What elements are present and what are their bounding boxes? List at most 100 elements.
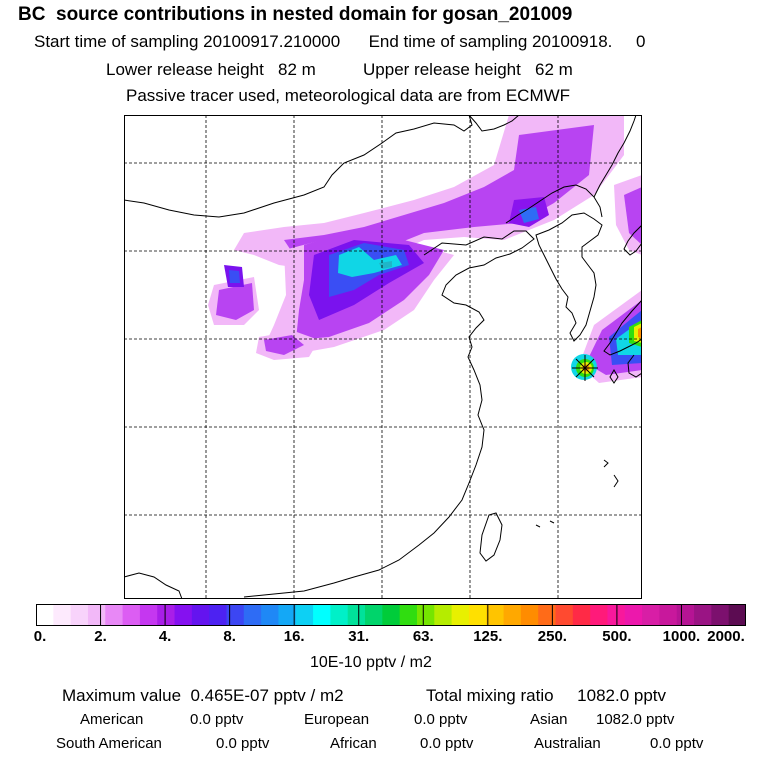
color-bar-tick-label: 500.: [602, 628, 632, 645]
island-small-2: [613, 474, 619, 488]
color-bar-cell: [538, 604, 557, 626]
color-bar-cell: [416, 604, 435, 626]
total-mixing-ratio: Total mixing ratio 1082.0 pptv: [426, 686, 667, 705]
island-east: [609, 368, 619, 384]
color-bar-cell: [122, 604, 141, 626]
color-bar-cell: [503, 604, 522, 626]
upper-release-height: Upper release height 62 m: [363, 60, 573, 79]
sampling-times: Start time of sampling 20100917.210000 E…: [34, 32, 645, 52]
island-small-3: [535, 524, 541, 528]
asian-value: 1082.0 pptv: [596, 711, 675, 728]
plume-blue-west: [229, 270, 240, 283]
island-small-4: [549, 520, 555, 524]
color-bar-cell: [624, 604, 643, 626]
color-bar-cell: [659, 604, 678, 626]
south-american-value: 0.0 pptv: [216, 735, 270, 752]
color-bar-tick-label: 63.: [412, 628, 434, 645]
color-bar-cell: [590, 604, 609, 626]
lower-release-height: Lower release height 82 m: [106, 60, 316, 79]
color-bar-tick-label: 16.: [283, 628, 305, 645]
european-label: European: [304, 711, 370, 728]
color-bar-cell: [191, 604, 210, 626]
end-time: End time of sampling 20100918.: [368, 32, 613, 51]
color-bar-tick-label: 4.: [158, 628, 172, 645]
color-bar-cell: [261, 604, 280, 626]
color-bar-cell: [53, 604, 72, 626]
color-bar-cells: [36, 604, 746, 626]
start-time: Start time of sampling 20100917.210000: [34, 32, 341, 51]
color-bar-cell: [399, 604, 418, 626]
color-bar-cell: [226, 604, 245, 626]
color-bar-tick-label: 1000.: [662, 628, 701, 645]
color-bar-cell: [157, 604, 176, 626]
coastline-japan: [603, 299, 642, 356]
coastline-taiwan: [479, 512, 503, 562]
tracer-note: Passive tracer used, meteorological data…: [126, 86, 571, 105]
color-bar-cell: [365, 604, 383, 626]
coastline-china: [243, 230, 535, 598]
color-bar-cell: [451, 604, 470, 626]
plume-field: [208, 115, 642, 383]
color-bar-cell: [486, 604, 505, 626]
color-bar-cell: [70, 604, 89, 626]
color-bar-cell: [313, 604, 331, 626]
border-russia: [468, 115, 520, 132]
color-bar-tick-label: 8.: [223, 628, 236, 645]
color-bar-cell: [139, 604, 158, 626]
color-bar-units: 10E-10 pptv / m2: [310, 654, 432, 671]
plume-purple-west: [216, 283, 254, 320]
color-bar-cell: [520, 604, 539, 626]
coastline-korea: [535, 212, 603, 342]
color-bar-cell: [330, 604, 349, 626]
color-bar-tick-label: 125.: [473, 628, 503, 645]
color-bar-cell: [728, 604, 746, 626]
color-bar-cell: [87, 604, 106, 626]
coastline-kyushu: [627, 354, 642, 378]
australian-label: Australian: [534, 735, 601, 752]
european-value: 0.0 pptv: [414, 711, 468, 728]
color-bar-cell: [382, 604, 401, 626]
color-bar-cell: [642, 604, 661, 626]
coastlines: [124, 115, 642, 599]
release-heights: Lower release height 82 m Upper release …: [106, 60, 573, 80]
color-bar-tick-label: 250.: [537, 628, 567, 645]
color-bar-tick-label: 31.: [348, 628, 370, 645]
color-bar-tick-label: 0.: [33, 628, 47, 645]
color-bar-cell: [468, 604, 487, 626]
color-bar-cell: [694, 604, 712, 626]
receptor-star-marker: [572, 355, 598, 381]
south-american-label: South American: [56, 735, 162, 752]
color-bar-cell: [711, 604, 730, 626]
color-bar-cell: [209, 604, 228, 626]
american-label: American: [80, 711, 144, 728]
australian-value: 0.0 pptv: [650, 735, 704, 752]
lat-lon-grid: [124, 115, 642, 599]
map-panel: [124, 115, 642, 599]
border-russia-east: [593, 115, 637, 198]
color-bar-cell: [572, 604, 591, 626]
border-nk: [505, 184, 603, 224]
color-bar-cell: [278, 604, 297, 626]
african-label: African: [330, 735, 377, 752]
plume-purple-ne: [284, 125, 594, 260]
african-value: 0.0 pptv: [420, 735, 474, 752]
color-bar-tick-label: 2.: [94, 628, 107, 645]
color-bar-cell: [434, 604, 453, 626]
american-value: 0.0 pptv: [190, 711, 244, 728]
color-bar-cell: [676, 604, 695, 626]
color-bar-cell: [174, 604, 193, 626]
color-bar-tick-label: 2000.: [707, 628, 745, 645]
island-small: [603, 459, 609, 468]
border-mongolia: [124, 115, 473, 218]
plot-title: BC source contributions in nested domain…: [18, 4, 573, 25]
coastline-hainan: [124, 572, 183, 599]
color-bar: [36, 604, 746, 626]
maximum-value: Maximum value 0.465E-07 pptv / m2: [62, 686, 344, 705]
color-bar-cell: [105, 604, 124, 626]
color-bar-cell: [347, 604, 366, 626]
map-frame: [124, 115, 642, 599]
end-time-value: 0: [636, 32, 646, 51]
plume-purple-east: [624, 187, 642, 245]
asian-label: Asian: [530, 711, 568, 728]
color-bar-cell: [555, 604, 574, 626]
